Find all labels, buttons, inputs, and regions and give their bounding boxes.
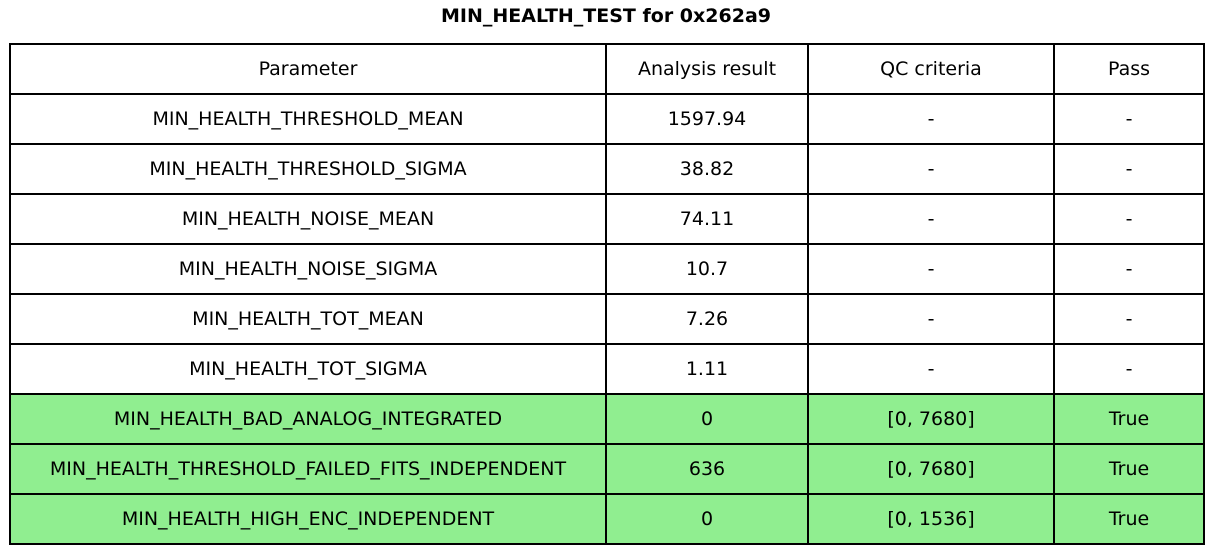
cell-parameter: MIN_HEALTH_TOT_MEAN	[9, 293, 607, 345]
cell-parameter: MIN_HEALTH_NOISE_MEAN	[9, 193, 607, 245]
cell-pass: True	[1053, 443, 1205, 495]
cell-parameter: MIN_HEALTH_HIGH_ENC_INDEPENDENT	[9, 493, 607, 545]
header-row: Parameter Analysis result QC criteria Pass	[9, 43, 1205, 95]
cell-analysis-result: 1597.94	[605, 93, 809, 145]
column-header-pass: Pass	[1053, 43, 1205, 95]
table-row: MIN_HEALTH_THRESHOLD_FAILED_FITS_INDEPEN…	[9, 443, 1205, 495]
cell-qc-criteria: [0, 7680]	[807, 393, 1055, 445]
figure-title: MIN_HEALTH_TEST for 0x262a9	[441, 5, 771, 27]
table-row: MIN_HEALTH_TOT_MEAN 7.26- -	[9, 293, 1205, 345]
table-row: MIN_HEALTH_HIGH_ENC_INDEPENDENT 0 [0, 1536…	[9, 493, 1205, 545]
cell-pass: True	[1053, 393, 1205, 445]
table-row: MIN_HEALTH_THRESHOLD_MEAN 1597.94- -	[9, 93, 1205, 145]
cell-analysis-result: 1.11	[605, 343, 809, 395]
table-body: MIN_HEALTH_THRESHOLD_MEAN 1597.94- - MIN_HE…	[9, 93, 1205, 545]
table-row: MIN_HEALTH_TOT_SIGMA 1.11- -	[9, 343, 1205, 395]
cell-qc-criteria: -	[807, 193, 1055, 245]
cell-pass: -	[1053, 193, 1205, 245]
table-row: MIN_HEALTH_THRESHOLD_SIGMA 38.82- -	[9, 143, 1205, 195]
cell-pass: True	[1053, 493, 1205, 545]
cell-parameter: MIN_HEALTH_BAD_ANALOG_INTEGRATED	[9, 393, 607, 445]
cell-analysis-result: 0	[605, 493, 809, 545]
column-header-analysis-result: Analysis result	[605, 43, 809, 95]
cell-qc-criteria: -	[807, 143, 1055, 195]
cell-analysis-result: 0	[605, 393, 809, 445]
cell-parameter: MIN_HEALTH_THRESHOLD_MEAN	[9, 93, 607, 145]
cell-pass: -	[1053, 143, 1205, 195]
cell-qc-criteria: -	[807, 93, 1055, 145]
cell-pass: -	[1053, 293, 1205, 345]
cell-parameter: MIN_HEALTH_THRESHOLD_FAILED_FITS_INDEPEN…	[9, 443, 607, 495]
cell-pass: -	[1053, 343, 1205, 395]
cell-pass: -	[1053, 93, 1205, 145]
cell-analysis-result: 7.26	[605, 293, 809, 345]
cell-analysis-result: 38.82	[605, 143, 809, 195]
table-row: MIN_HEALTH_BAD_ANALOG_INTEGRATED 0 [0, 768…	[9, 393, 1205, 445]
table-row: MIN_HEALTH_NOISE_SIGMA 10.7- -	[9, 243, 1205, 295]
cell-qc-criteria: [0, 1536]	[807, 493, 1055, 545]
cell-parameter: MIN_HEALTH_NOISE_SIGMA	[9, 243, 607, 295]
cell-parameter: MIN_HEALTH_THRESHOLD_SIGMA	[9, 143, 607, 195]
cell-qc-criteria: -	[807, 243, 1055, 295]
table-row: MIN_HEALTH_NOISE_MEAN 74.11- -	[9, 193, 1205, 245]
cell-qc-criteria: [0, 7680]	[807, 443, 1055, 495]
cell-qc-criteria: -	[807, 343, 1055, 395]
cell-pass: -	[1053, 243, 1205, 295]
cell-parameter: MIN_HEALTH_TOT_SIGMA	[9, 343, 607, 395]
cell-analysis-result: 10.7	[605, 243, 809, 295]
cell-analysis-result: 636	[605, 443, 809, 495]
column-header-qc-criteria: QC criteria	[807, 43, 1055, 95]
column-header-parameter: Parameter	[9, 43, 607, 95]
cell-qc-criteria: -	[807, 293, 1055, 345]
qc-results-table: Parameter Analysis result QC criteria Pass …	[9, 43, 1205, 545]
cell-analysis-result: 74.11	[605, 193, 809, 245]
